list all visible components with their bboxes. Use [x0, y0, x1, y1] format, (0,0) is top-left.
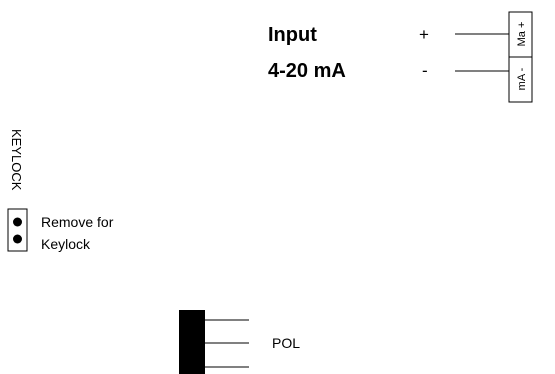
terminal-label-top: Ma +: [516, 22, 528, 47]
minus-sign: -: [422, 61, 428, 80]
pol-connector: [179, 310, 205, 374]
jumper-pin-icon: [13, 217, 22, 227]
input-range-label: 4-20 mA: [268, 60, 346, 82]
plus-sign: +: [419, 25, 429, 44]
input-title: Input: [268, 24, 317, 46]
keylock-remove-label-2: Keylock: [41, 236, 91, 252]
jumper-pin-icon: [13, 234, 22, 244]
keylock-jumper: [7, 208, 28, 252]
keylock-label: KEYLOCK: [9, 129, 24, 191]
terminal-label-bottom: mA -: [516, 67, 528, 90]
keylock-remove-label: Remove for: [41, 214, 114, 230]
pol-label: POL: [272, 335, 300, 351]
terminal-block-bottom: [508, 56, 533, 103]
